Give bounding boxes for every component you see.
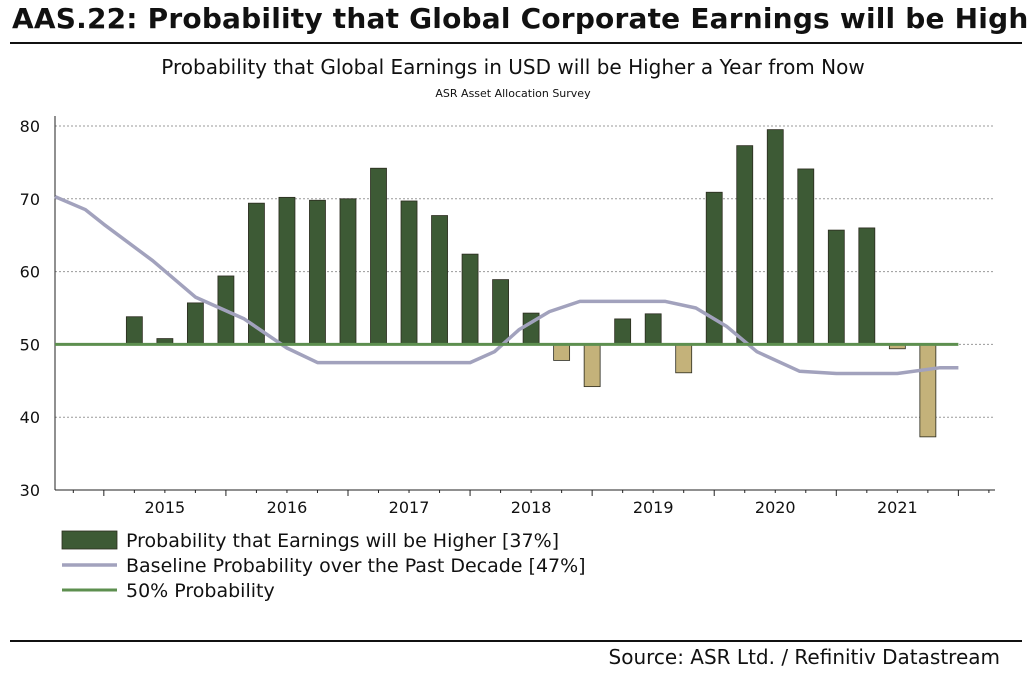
y-tick-label: 50 [20,335,40,354]
bar [400,200,418,345]
bar [339,198,357,345]
x-tick-label: 2015 [145,498,186,517]
y-tick-label: 80 [20,117,40,136]
y-tick-label: 70 [20,190,40,209]
y-tick-label: 30 [20,481,40,500]
bar [553,343,571,361]
earnings-probability-chart: Probability that Global Earnings in USD … [20,55,995,602]
footer-rule [10,640,1022,642]
x-tick-label: 2021 [877,498,918,517]
bar [797,168,815,345]
x-tick-label: 2018 [511,498,552,517]
bar [583,343,601,388]
bar [827,229,845,345]
source-note: Source: ASR Ltd. / Refinitiv Datastream [608,645,1000,669]
baseline-probability-line [54,194,959,376]
bar [858,227,876,345]
bar [461,253,479,345]
bar [644,313,662,345]
x-tick-label: 2020 [755,498,796,517]
y-tick-label: 60 [20,263,40,282]
chart-title: Probability that Global Earnings in USD … [161,55,864,79]
legend-label-bars: Probability that Earnings will be Higher… [126,530,559,552]
bar [919,343,937,438]
x-tick-label: 2017 [389,498,430,517]
bar [766,129,784,345]
x-tick-label: 2016 [267,498,308,517]
header-rule [10,42,1022,44]
bar [186,302,204,345]
bar [125,316,143,345]
legend-swatch-bars [61,530,118,550]
page-title: AAS.22: Probability that Global Corporat… [12,2,1027,35]
bar [675,343,693,374]
bar [431,215,448,345]
bar [278,196,296,345]
legend-label-fifty: 50% Probability [126,580,275,602]
bar [614,318,632,345]
x-tick-label: 2019 [633,498,674,517]
bar [370,167,387,345]
bar [492,279,509,345]
legend-label-baseline: Baseline Probability over the Past Decad… [126,555,586,577]
chart-subtitle: ASR Asset Allocation Survey [435,87,591,100]
bar [736,145,754,345]
bar [309,199,326,345]
y-tick-label: 40 [20,408,40,427]
